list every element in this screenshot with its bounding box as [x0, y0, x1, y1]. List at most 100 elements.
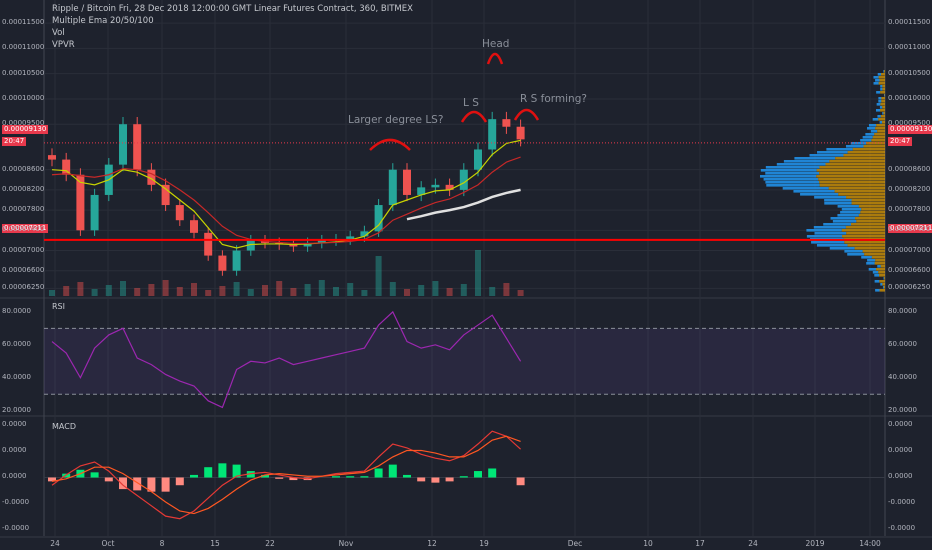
vpvr-bar-down: [819, 172, 885, 175]
y-tick-label-right: 0.00011500: [888, 18, 930, 26]
rsi-label[interactable]: RSI: [52, 302, 65, 311]
vpvr-bar-down: [879, 82, 885, 85]
vpvr-bar-up: [867, 259, 875, 262]
vpvr-bar-down: [875, 127, 885, 130]
vpvr-bar-up: [880, 106, 882, 109]
vpvr-bar-up: [806, 229, 841, 232]
vpvr-bar-down: [871, 139, 885, 142]
vpvr-bar-down: [880, 109, 885, 112]
vpvr-bar-up: [793, 190, 834, 193]
macd-tick-label-right: 0.0000: [888, 446, 930, 454]
volume-bar: [404, 289, 410, 296]
vpvr-bar-down: [881, 97, 885, 100]
rsi-tick-label-left: 20.0000: [2, 406, 44, 414]
study-vpvr[interactable]: VPVR: [52, 40, 75, 50]
vpvr-bar-up: [883, 286, 884, 289]
vpvr-bar-down: [818, 178, 885, 181]
study-ema[interactable]: Multiple Ema 20/50/100: [52, 16, 154, 26]
vpvr-bar-up: [765, 181, 819, 184]
vpvr-bar-down: [855, 217, 885, 220]
vpvr-bar-down: [851, 223, 885, 226]
volume-bar: [191, 283, 197, 296]
vpvr-bar-down: [884, 286, 885, 289]
volume-bar: [518, 290, 524, 296]
volume-bar: [333, 287, 339, 296]
volume-bar: [163, 280, 169, 296]
y-tick-label-right: 0.00011000: [888, 43, 930, 51]
candle-body: [119, 124, 127, 164]
macd-histogram-bar: [332, 476, 340, 477]
macd-histogram-bar: [389, 465, 397, 478]
vpvr-bar-up: [866, 262, 874, 265]
vpvr-bar-up: [760, 175, 816, 178]
macd-histogram-bar: [162, 478, 170, 492]
y-tick-label-right: 0.00010000: [888, 94, 930, 102]
vpvr-bar-down: [877, 130, 885, 133]
vpvr-bar-up: [865, 133, 874, 136]
candle-body: [389, 170, 397, 205]
volume-bar: [92, 289, 98, 296]
volume-bar: [177, 287, 183, 296]
y-tick-label-right: 0.00008600: [888, 165, 930, 173]
volume-bar: [77, 282, 83, 296]
vpvr-bar-down: [882, 88, 885, 91]
vpvr-bar-up: [876, 91, 880, 94]
vpvr-bar-up: [869, 124, 876, 127]
annotation-larger-ls: Larger degree LS?: [348, 114, 443, 126]
vpvr-bar-down: [859, 214, 885, 217]
candle-body: [233, 251, 241, 271]
vpvr-bar-up: [860, 139, 871, 142]
macd-histogram-bar: [346, 476, 354, 477]
vpvr-bar-up: [878, 73, 881, 76]
chart-title: Ripple / Bitcoin Fri, 28 Dec 2018 12:00:…: [52, 4, 413, 14]
vpvr-bar-up: [777, 163, 826, 166]
vpvr-bar-down: [843, 154, 885, 157]
macd-histogram-bar: [218, 463, 226, 477]
vpvr-bar-up: [883, 70, 884, 73]
vpvr-bar-down: [838, 193, 885, 196]
study-vol[interactable]: Vol: [52, 28, 65, 38]
vpvr-bar-down: [881, 100, 885, 103]
vpvr-bar-down: [846, 196, 885, 199]
macd-tick-label-left: 0.0000: [2, 446, 44, 454]
vpvr-bar-down: [882, 106, 885, 109]
vpvr-bar-down: [881, 265, 885, 268]
vpvr-bar-up: [873, 118, 879, 121]
vpvr-bar-down: [848, 151, 885, 154]
vpvr-bar-up: [840, 211, 860, 214]
vpvr-bar-down: [861, 208, 885, 211]
macd-histogram-bar: [360, 476, 368, 477]
vpvr-bar-down: [844, 241, 885, 244]
vpvr-bar-up: [878, 100, 881, 103]
y-tick-label-left: 0.00007800: [2, 205, 44, 213]
vpvr-bar-up: [766, 166, 820, 169]
vpvr-bar-up: [794, 157, 835, 160]
countdown-tag-left: 20:47: [2, 137, 26, 146]
macd-histogram-bar: [190, 475, 198, 478]
volume-bar: [475, 250, 481, 296]
candle-body: [133, 124, 141, 169]
macd-histogram-bar: [204, 467, 212, 477]
y-tick-label-left: 0.00011500: [2, 18, 44, 26]
macd-histogram-bar: [375, 468, 383, 477]
y-tick-label-left: 0.00008200: [2, 185, 44, 193]
vpvr-bar-up: [766, 184, 819, 187]
vpvr-bar-down: [878, 118, 885, 121]
macd-label[interactable]: MACD: [52, 422, 76, 431]
vpvr-bar-up: [880, 283, 882, 286]
vpvr-bar-down: [880, 289, 885, 292]
vpvr-bar-down: [842, 229, 885, 232]
vpvr-bar-up: [880, 88, 882, 91]
vpvr-bar-up: [814, 226, 846, 229]
vpvr-bar-up: [817, 151, 848, 154]
vpvr-bar-down: [881, 115, 885, 118]
countdown-tag-right: 20:47: [888, 137, 912, 146]
volume-bar: [248, 289, 254, 296]
vpvr-bar-up: [884, 277, 885, 280]
volume-bar: [63, 286, 69, 296]
volume-bar: [390, 282, 396, 296]
vpvr-bar-down: [875, 262, 885, 265]
vpvr-bar-up: [874, 274, 879, 277]
